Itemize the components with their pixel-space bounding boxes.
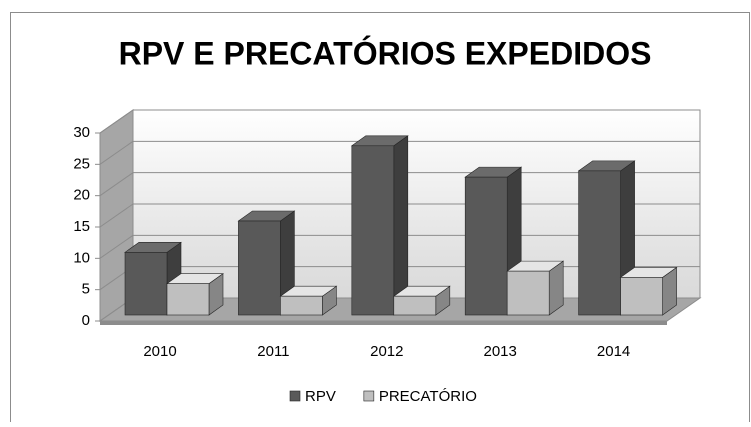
y-tick-label: 25 — [73, 155, 90, 172]
y-tick-label: 5 — [82, 281, 90, 298]
chart-title: RPV E PRECATÓRIOS EXPEDIDOS — [119, 35, 652, 71]
bar-front — [464, 176, 508, 316]
legend-label: PRECATÓRIO — [379, 388, 477, 405]
bar-front — [166, 283, 210, 316]
y-tick-label: 30 — [73, 124, 90, 141]
bar — [506, 260, 565, 316]
bar-front — [280, 295, 323, 316]
legend-swatch — [363, 390, 375, 402]
bar-front — [620, 277, 663, 316]
x-tick-label: 2011 — [257, 343, 289, 360]
bar — [279, 285, 338, 316]
grid-line-side — [99, 234, 134, 259]
y-tick-label: 20 — [73, 187, 90, 204]
bar-front — [238, 220, 281, 316]
bar-front — [506, 270, 550, 316]
bar-front — [351, 145, 395, 316]
bar — [350, 135, 409, 316]
y-tick-label: 15 — [73, 218, 90, 235]
bar-front — [393, 295, 437, 316]
legend-swatch — [289, 390, 301, 402]
bar-front — [578, 170, 621, 316]
bar — [166, 273, 224, 316]
grid-line-side — [99, 172, 134, 197]
grid-line-side — [99, 203, 134, 228]
bar — [619, 266, 678, 316]
grid-line-side — [99, 109, 134, 134]
x-tick-label: 2014 — [597, 343, 630, 360]
x-tick-label: 2012 — [370, 343, 403, 360]
x-tick-label: 2010 — [143, 343, 176, 360]
grid-line-side — [99, 140, 134, 165]
bar — [237, 210, 296, 316]
bar-front — [124, 252, 168, 316]
legend-label: RPV — [305, 388, 336, 405]
floor-edge — [100, 321, 667, 325]
x-tick-label: 2013 — [484, 343, 517, 360]
y-tick-label: 10 — [73, 249, 90, 266]
bar — [392, 285, 451, 316]
y-tick-label: 0 — [82, 312, 90, 329]
